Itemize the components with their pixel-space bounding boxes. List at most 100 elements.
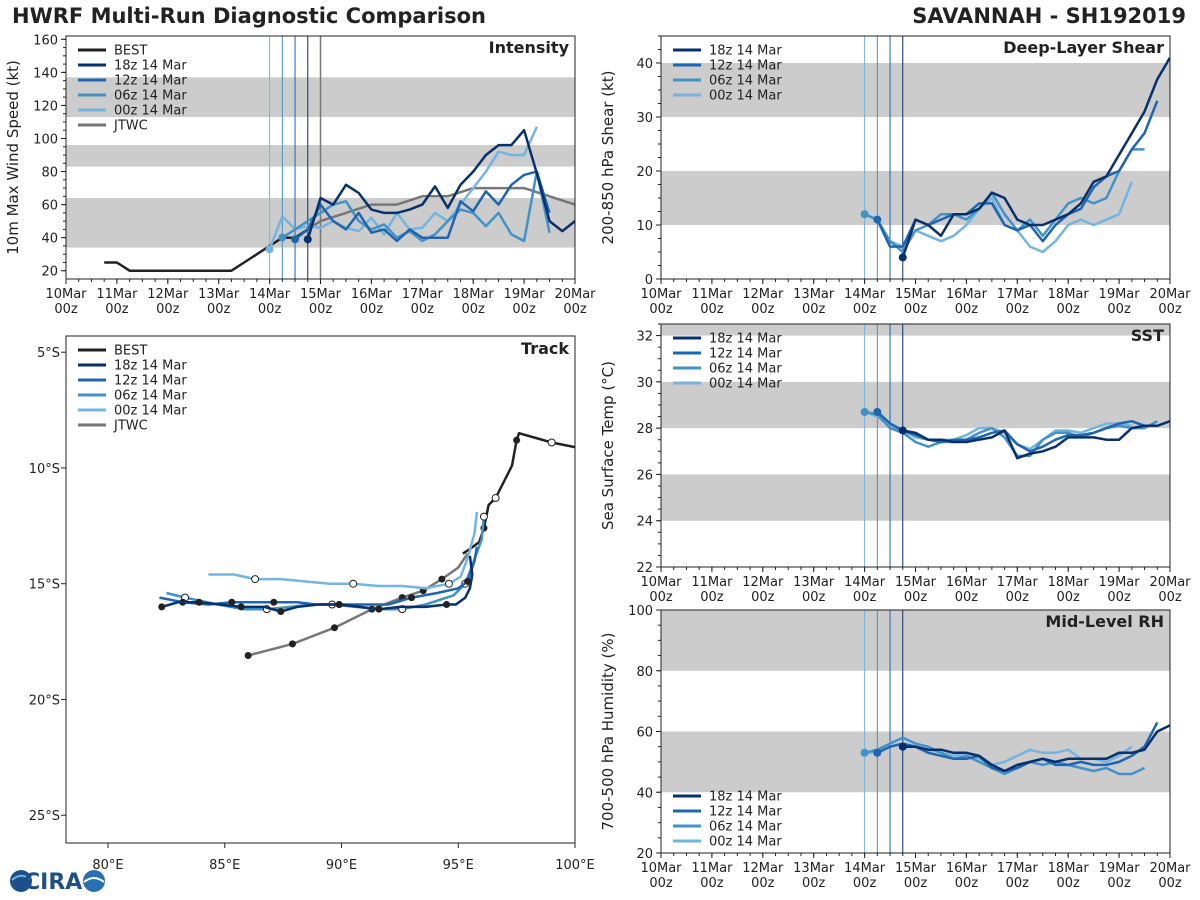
- track-position-marker: [438, 575, 446, 583]
- y-tick-label: 60: [636, 726, 653, 741]
- y-tick-label: 10°S: [29, 462, 60, 477]
- y-tick-label: 25°S: [29, 809, 60, 824]
- x-tick-label-date: 16Mar: [946, 287, 988, 302]
- panel-title: Track: [521, 339, 569, 358]
- track-position-marker: [335, 601, 343, 609]
- panel-title: SST: [1131, 326, 1164, 345]
- threshold-band: [661, 474, 1170, 521]
- x-tick-label-date: 15Mar: [300, 287, 342, 302]
- series-start-marker: [860, 748, 869, 757]
- x-tick-label-hour: 00z: [1107, 302, 1131, 317]
- y-tick-label: 10: [636, 219, 653, 234]
- track-position-marker: [513, 436, 521, 444]
- x-tick-label-date: 10Mar: [640, 575, 682, 590]
- series-line-18z-14-mar: [901, 56, 1170, 258]
- x-tick-label-hour: 00z: [649, 876, 673, 891]
- x-tick-label-hour: 00z: [751, 590, 775, 605]
- series-line-18z-14-mar: [306, 128, 575, 240]
- track-line-00z-14-mar: [208, 511, 479, 590]
- legend-label: 18z 14 Mar: [709, 44, 782, 59]
- shear-plot-area: [661, 36, 1170, 279]
- series-start-marker: [898, 742, 907, 751]
- x-tick-label-hour: 00z: [700, 590, 724, 605]
- y-tick-label: 20: [636, 847, 653, 862]
- x-tick-label-date: 14Mar: [844, 287, 886, 302]
- x-tick-label-hour: 00z: [904, 876, 928, 891]
- legend-label: 06z 14 Mar: [709, 362, 782, 377]
- series-start-marker: [873, 215, 882, 224]
- legend-label: 06z 14 Mar: [114, 389, 187, 404]
- x-tick-label-hour: 00z: [309, 302, 333, 317]
- x-tick-label-date: 19Mar: [1099, 861, 1141, 876]
- globe-icon: [10, 870, 32, 892]
- y-axis-label: 200-850 hPa Shear (kt): [599, 71, 617, 245]
- x-tick-label-date: 18Mar: [1048, 861, 1090, 876]
- y-tick-label: 120: [33, 99, 58, 114]
- series-start-marker: [278, 233, 287, 242]
- series-line-12z-14-mar: [294, 170, 551, 243]
- x-tick-label-hour: 00z: [1006, 302, 1030, 317]
- threshold-band: [661, 63, 1170, 117]
- rh-chart: 2040608010010Mar00z11Mar00z12Mar00z13Mar…: [599, 604, 1191, 891]
- x-tick-label-hour: 00z: [751, 302, 775, 317]
- track-position-marker-open: [547, 438, 556, 447]
- threshold-band: [661, 324, 1170, 336]
- track-position-marker-open: [444, 579, 453, 588]
- legend-label: 18z 14 Mar: [709, 790, 782, 805]
- x-tick-label-date: 10Mar: [640, 861, 682, 876]
- y-tick-label: 80: [636, 665, 653, 680]
- y-tick-label: 40: [636, 57, 653, 72]
- x-tick-label-hour: 00z: [955, 876, 979, 891]
- y-tick-label: 20: [41, 265, 58, 280]
- track-line-best: [462, 431, 575, 555]
- x-tick-label-hour: 00z: [1158, 302, 1182, 317]
- intensity-plot-area: [66, 36, 575, 279]
- y-tick-label: 160: [33, 33, 58, 48]
- series-line-06z-14-mar: [864, 148, 1145, 254]
- y-tick-label: 20: [636, 165, 653, 180]
- y-tick-label: 40: [636, 786, 653, 801]
- x-tick-label-date: 11Mar: [96, 287, 138, 302]
- track-position-marker: [331, 624, 339, 632]
- x-tick-label-hour: 00z: [853, 590, 877, 605]
- x-tick-label-hour: 00z: [649, 590, 673, 605]
- x-tick-label-hour: 00z: [1006, 590, 1030, 605]
- x-tick-label: 100°E: [555, 858, 595, 873]
- track-position-marker: [228, 598, 236, 606]
- x-tick-label-date: 15Mar: [895, 287, 937, 302]
- y-axis-label: 700-500 hPa Humidity (%): [599, 632, 617, 830]
- track-position-marker: [195, 598, 203, 606]
- x-tick-label-hour: 00z: [904, 590, 928, 605]
- x-tick-label-date: 10Mar: [640, 287, 682, 302]
- x-tick-label-hour: 00z: [802, 302, 826, 317]
- legend-label: JTWC: [113, 419, 148, 434]
- threshold-band: [661, 731, 1170, 793]
- track-position-marker: [375, 605, 383, 613]
- x-tick-label-hour: 00z: [700, 876, 724, 891]
- x-tick-label-hour: 00z: [1107, 876, 1131, 891]
- x-tick-label-hour: 00z: [207, 302, 231, 317]
- series-line-00z-14-mar: [268, 126, 538, 250]
- figure-title-left: HWRF Multi-Run Diagnostic Comparison: [12, 4, 487, 28]
- x-tick-label-hour: 00z: [1107, 590, 1131, 605]
- x-tick-label-hour: 00z: [360, 302, 384, 317]
- intensity-chart: 2040608010012014016010Mar00z11Mar00z12Ma…: [4, 33, 596, 317]
- x-tick-label-date: 14Mar: [844, 575, 886, 590]
- x-tick-label-hour: 00z: [258, 302, 282, 317]
- x-tick-label-date: 10Mar: [45, 287, 87, 302]
- track-position-marker: [270, 598, 278, 606]
- x-tick-label: 85°E: [209, 858, 240, 873]
- x-tick-label-date: 15Mar: [895, 861, 937, 876]
- legend-label: BEST: [114, 344, 147, 359]
- x-tick-label: 90°E: [326, 858, 357, 873]
- x-tick-label-hour: 00z: [1057, 876, 1081, 891]
- legend-label: 12z 14 Mar: [114, 374, 187, 389]
- x-tick-label-hour: 00z: [156, 302, 180, 317]
- x-tick-label-hour: 00z: [1057, 590, 1081, 605]
- series-line-06z-14-mar: [281, 170, 551, 243]
- x-tick-label-hour: 00z: [462, 302, 486, 317]
- x-tick-label-date: 17Mar: [997, 575, 1039, 590]
- y-tick-label: 0: [645, 273, 653, 288]
- y-tick-label: 32: [636, 330, 653, 345]
- x-tick-label-date: 11Mar: [691, 575, 733, 590]
